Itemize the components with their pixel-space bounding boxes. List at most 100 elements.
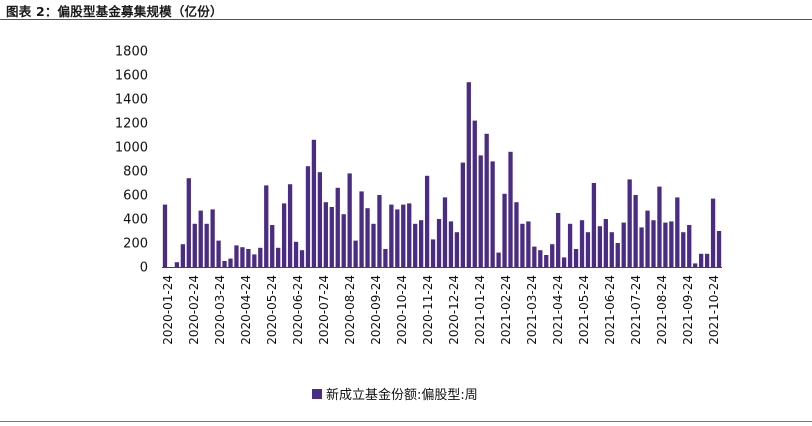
bar — [413, 223, 418, 267]
x-tick-label: 2020-08-24 — [343, 275, 357, 345]
bar — [365, 208, 370, 267]
bar — [538, 250, 543, 267]
x-tick-label: 2020-03-24 — [213, 275, 227, 345]
bar — [550, 244, 555, 267]
bar — [198, 210, 203, 267]
x-tick-label: 2020-02-24 — [187, 275, 201, 345]
top-divider — [0, 19, 812, 20]
x-tick-label: 2021-01-24 — [473, 275, 487, 345]
y-tick-label: 1800 — [115, 45, 148, 60]
bar — [401, 204, 406, 267]
bar — [216, 240, 221, 267]
bar — [609, 232, 614, 267]
x-tick-label: 2021-05-24 — [577, 275, 591, 345]
bar — [204, 223, 209, 267]
bar — [710, 198, 716, 267]
bar — [317, 172, 323, 267]
bar — [276, 247, 281, 267]
x-tick-label: 2020-07-24 — [317, 275, 331, 345]
bar — [669, 221, 674, 267]
bar — [556, 213, 561, 267]
bar — [508, 151, 513, 267]
bar — [424, 175, 430, 267]
bar — [252, 254, 257, 267]
bar-series — [162, 82, 722, 267]
bar — [633, 195, 638, 267]
y-axis: 0 200 400 600 800 1000 1200 1400 1600 1800 — [115, 45, 148, 276]
figure-title: 图表 2：偏股型基金募集规模（亿份） — [6, 4, 223, 19]
bar — [645, 210, 650, 267]
x-tick-label: 2021-02-24 — [499, 275, 513, 345]
bar — [502, 193, 507, 267]
x-tick-label: 2020-06-24 — [291, 275, 305, 345]
x-tick-label: 2021-09-24 — [681, 275, 695, 345]
x-tick-label: 2021-07-24 — [629, 275, 643, 345]
x-tick-label: 2021-06-24 — [603, 275, 617, 345]
x-tick-label: 2020-01-24 — [161, 275, 175, 345]
x-tick-label: 2021-03-24 — [525, 275, 539, 345]
bar — [657, 186, 662, 267]
bar — [699, 253, 704, 267]
bar — [264, 185, 269, 267]
bar — [454, 232, 460, 267]
bottom-divider — [0, 421, 812, 422]
bar — [329, 207, 334, 267]
y-tick-label: 1400 — [115, 93, 148, 108]
bar — [663, 222, 668, 267]
bar — [681, 232, 686, 267]
bar — [460, 162, 465, 267]
x-tick-label: 2021-10-24 — [707, 275, 721, 345]
x-tick-label: 2021-08-24 — [655, 275, 669, 345]
bar — [311, 139, 317, 267]
bar — [526, 221, 531, 267]
bar — [597, 226, 603, 267]
bar — [621, 222, 626, 267]
bar — [347, 173, 352, 267]
y-tick-label: 600 — [123, 189, 148, 204]
bar-chart: 0 200 400 600 800 1000 1200 1400 1600 1800 2020-0… — [115, 45, 722, 345]
bar — [287, 184, 293, 267]
y-tick-label: 400 — [123, 213, 148, 228]
bar — [544, 255, 549, 267]
bar — [299, 250, 305, 267]
x-axis: 2020-01-24 2020-02-24 2020-03-24 2020-04-24… — [161, 267, 722, 345]
bar — [341, 214, 346, 267]
x-tick-label: 2020-04-24 — [239, 275, 253, 345]
bar — [704, 253, 710, 267]
bar — [496, 252, 501, 267]
bar — [192, 223, 197, 267]
bar — [639, 227, 644, 267]
bar — [180, 244, 185, 267]
bar — [466, 82, 471, 267]
bar — [442, 197, 448, 267]
bar — [591, 183, 597, 267]
bar — [490, 161, 495, 267]
bar — [567, 223, 573, 267]
bar — [281, 203, 287, 267]
bar — [520, 223, 525, 267]
y-tick-label: 0 — [140, 261, 148, 276]
bar — [246, 249, 251, 267]
bar — [514, 202, 519, 267]
bar — [407, 203, 412, 267]
bar — [234, 245, 239, 267]
bar — [258, 247, 263, 267]
x-tick-label: 2020-05-24 — [265, 275, 279, 345]
bar — [675, 197, 680, 267]
bar — [323, 202, 328, 267]
bar — [615, 243, 620, 267]
bar — [377, 195, 382, 267]
bar — [162, 204, 168, 267]
x-tick-label: 2021-04-24 — [551, 275, 565, 345]
y-tick-label: 1200 — [115, 117, 148, 132]
bar — [579, 220, 585, 267]
y-tick-label: 1000 — [115, 141, 148, 156]
bar — [222, 261, 227, 267]
bar — [389, 204, 394, 267]
bar — [448, 221, 454, 267]
bar — [478, 155, 483, 267]
bar — [603, 219, 608, 267]
y-tick-label: 1600 — [115, 69, 148, 84]
bar — [353, 240, 358, 267]
bar — [484, 133, 489, 267]
